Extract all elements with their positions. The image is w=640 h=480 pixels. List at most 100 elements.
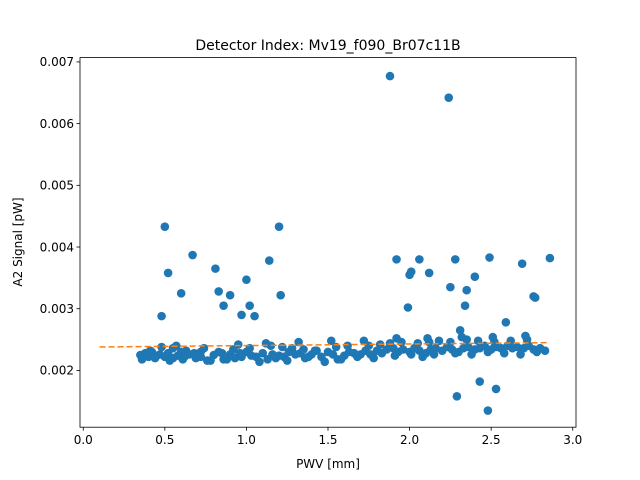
data-point bbox=[418, 352, 427, 362]
data-point bbox=[434, 336, 444, 346]
data-point bbox=[452, 392, 462, 401]
data-point bbox=[181, 346, 191, 355]
data-point bbox=[390, 351, 400, 360]
data-point bbox=[206, 356, 215, 365]
data-point bbox=[237, 352, 246, 362]
data-point bbox=[516, 350, 525, 359]
data-point bbox=[137, 355, 147, 364]
data-point bbox=[398, 345, 408, 354]
data-point bbox=[320, 357, 330, 367]
x-tick-label: 2.0 bbox=[400, 433, 419, 447]
data-point bbox=[369, 353, 378, 363]
data-point bbox=[336, 355, 346, 364]
data-point bbox=[245, 301, 254, 310]
chart-title: Detector Index: Mv19_f090_Br07c11B bbox=[195, 38, 460, 54]
data-point bbox=[191, 353, 201, 363]
data-point bbox=[470, 272, 480, 281]
data-point bbox=[219, 301, 228, 310]
data-point bbox=[512, 342, 522, 352]
data-point bbox=[261, 338, 271, 348]
data-point bbox=[343, 341, 352, 351]
y-axis-label: A2 Signal [pW] bbox=[11, 197, 25, 286]
data-point bbox=[429, 350, 439, 359]
fit-line bbox=[99, 341, 549, 348]
data-point bbox=[274, 222, 284, 231]
data-point bbox=[446, 337, 455, 347]
data-point bbox=[491, 384, 501, 394]
fit-line-group bbox=[99, 341, 549, 348]
data-point bbox=[499, 348, 509, 358]
y-tick-label: 0.004 bbox=[40, 240, 74, 254]
data-point bbox=[385, 338, 395, 348]
x-axis-label: PWV [mm] bbox=[296, 457, 360, 471]
data-point bbox=[145, 346, 155, 355]
data-point bbox=[163, 268, 173, 278]
data-point bbox=[501, 318, 511, 327]
data-point bbox=[532, 347, 542, 357]
y-tick-label: 0.007 bbox=[40, 55, 74, 69]
data-point bbox=[233, 340, 243, 349]
y-tick-label: 0.005 bbox=[40, 179, 74, 193]
data-point bbox=[294, 337, 303, 347]
data-point bbox=[157, 311, 166, 321]
data-point bbox=[176, 289, 186, 298]
data-point bbox=[255, 357, 264, 367]
data-point bbox=[521, 331, 530, 341]
plot-frame bbox=[79, 57, 577, 428]
data-point bbox=[287, 343, 297, 353]
data-point bbox=[423, 334, 432, 343]
data-point bbox=[282, 356, 292, 365]
data-point bbox=[188, 250, 197, 260]
data-point bbox=[467, 350, 476, 359]
data-point bbox=[446, 282, 455, 292]
data-point bbox=[517, 259, 527, 268]
data-point bbox=[222, 355, 232, 364]
y-tick-label: 0.002 bbox=[40, 364, 74, 378]
data-point bbox=[450, 348, 460, 358]
data-point bbox=[485, 253, 494, 262]
data-point bbox=[506, 336, 516, 346]
data-point bbox=[385, 71, 395, 81]
data-point bbox=[403, 303, 413, 312]
data-point bbox=[271, 353, 281, 363]
data-points bbox=[136, 71, 555, 415]
data-point bbox=[424, 268, 434, 278]
data-point bbox=[214, 287, 223, 296]
data-point bbox=[392, 255, 401, 264]
x-tick-label: 2.5 bbox=[482, 433, 501, 447]
data-point bbox=[488, 332, 498, 342]
data-point bbox=[310, 346, 320, 355]
data-point bbox=[225, 290, 235, 300]
data-point bbox=[460, 301, 470, 310]
data-point bbox=[157, 342, 166, 352]
data-point bbox=[540, 346, 550, 355]
data-point bbox=[406, 267, 416, 277]
data-point bbox=[217, 348, 227, 358]
data-point bbox=[406, 350, 416, 359]
x-tick-label: 3.0 bbox=[563, 433, 582, 447]
data-point bbox=[278, 342, 287, 352]
data-point bbox=[264, 256, 274, 265]
data-point bbox=[211, 264, 220, 273]
x-tick-label: 0.5 bbox=[155, 433, 174, 447]
data-point bbox=[530, 293, 540, 302]
data-point bbox=[250, 311, 259, 321]
data-point bbox=[359, 336, 369, 346]
data-point bbox=[326, 336, 336, 346]
x-tick-label: 1.5 bbox=[318, 433, 337, 447]
data-point bbox=[450, 255, 460, 264]
data-point bbox=[457, 332, 467, 342]
x-axis: 0.0 0.5 1.0 1.5 2.0 2.5 3.0 bbox=[74, 427, 582, 447]
data-point bbox=[160, 222, 170, 231]
data-point bbox=[178, 355, 188, 364]
data-point bbox=[353, 352, 362, 362]
data-point bbox=[304, 352, 313, 362]
y-tick-label: 0.006 bbox=[40, 117, 74, 131]
x-tick-label: 1.0 bbox=[237, 433, 256, 447]
data-point bbox=[483, 347, 493, 357]
data-point bbox=[299, 345, 308, 354]
data-point bbox=[199, 343, 209, 353]
data-point bbox=[392, 334, 401, 343]
data-point bbox=[545, 253, 555, 263]
data-point bbox=[415, 255, 424, 264]
